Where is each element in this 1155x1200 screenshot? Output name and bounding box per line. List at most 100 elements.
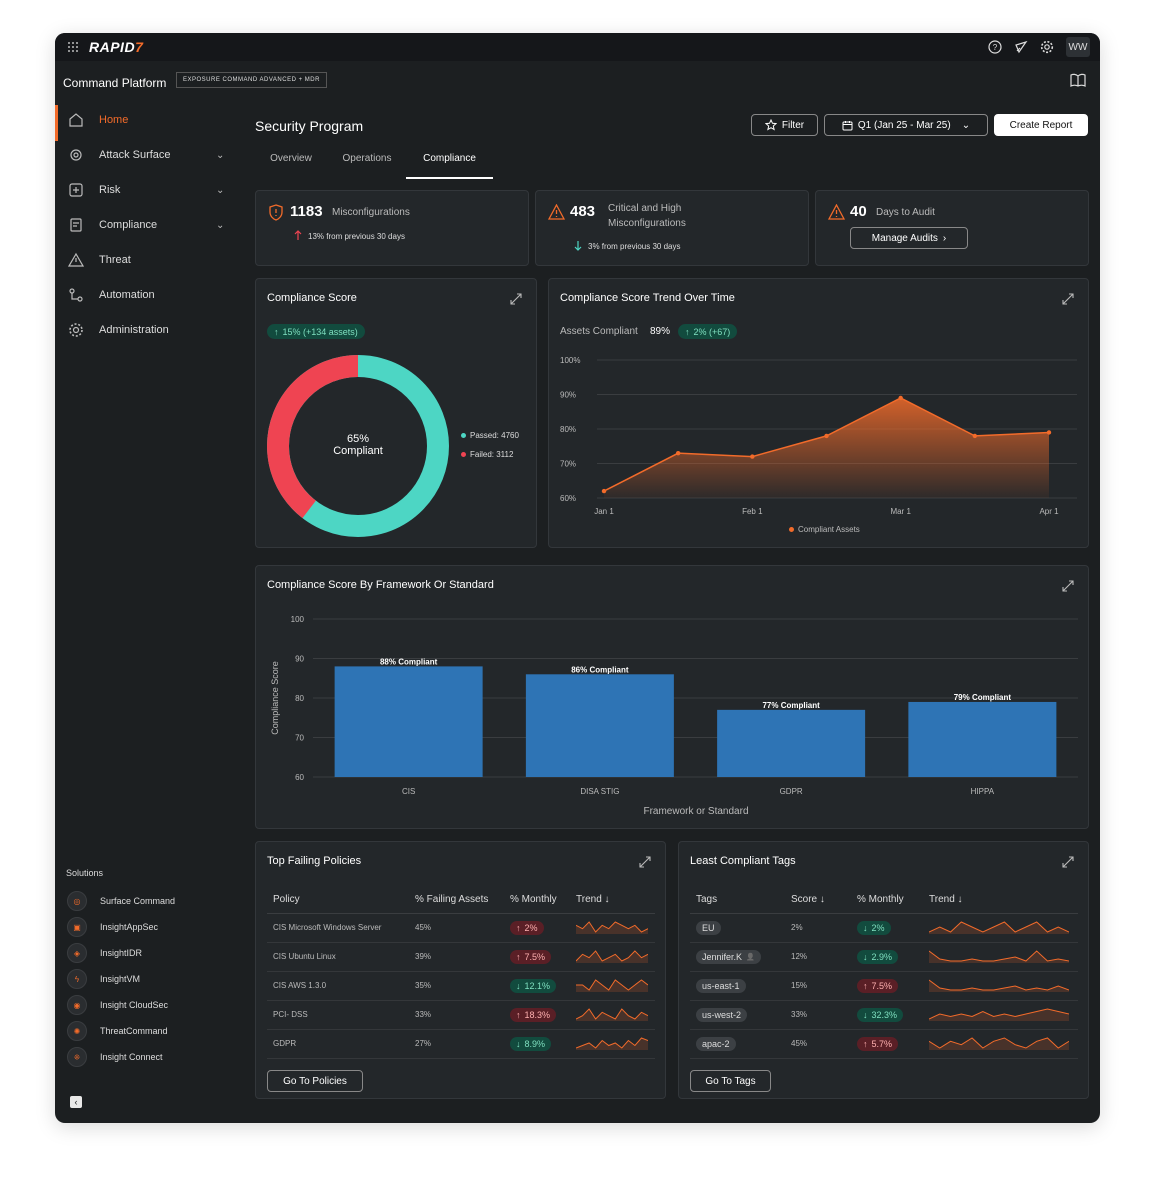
sidebar-item-attack-surface[interactable]: Attack Surface ⌄ [55, 140, 240, 170]
card-title: Least Compliant Tags [690, 855, 796, 867]
collapse-sidebar-button[interactable]: ‹ [70, 1096, 82, 1108]
chevron-down-icon[interactable]: ⌄ [216, 184, 225, 196]
tag-chip[interactable]: us-west-2 [696, 1007, 748, 1022]
trend-point[interactable] [750, 454, 755, 459]
chevron-down-icon[interactable]: ⌄ [216, 149, 225, 161]
arrow-down-icon: ↓ [516, 980, 521, 991]
sidebar-item-compliance[interactable]: Compliance ⌄ [55, 210, 240, 240]
tag-chip[interactable]: us-east-1 [696, 978, 746, 993]
table-row[interactable]: us-east-1 15% ↑ 7.5% [690, 971, 1078, 1001]
manage-audits-button[interactable]: Manage Audits › [850, 227, 968, 249]
sidebar-item-risk[interactable]: Risk ⌄ [55, 175, 240, 205]
column-header-score[interactable]: Score ↓ [785, 887, 851, 914]
expand-icon[interactable] [1062, 293, 1074, 305]
framework-chart-card: Compliance Score By Framework Or Standar… [255, 565, 1089, 829]
sidebar: Home Attack Surface ⌄ Risk ⌄ Compliance … [55, 103, 240, 1123]
go-to-policies-button[interactable]: Go To Policies [267, 1070, 363, 1092]
failing-assets: 39% [409, 942, 504, 972]
automation-icon [69, 288, 83, 302]
solution-insightappsec[interactable]: ▣ InsightAppSec [67, 917, 158, 937]
expand-icon[interactable] [1062, 856, 1074, 868]
tab-overview[interactable]: Overview [270, 153, 312, 164]
column-header[interactable]: % Failing Assets [409, 887, 504, 914]
user-avatar[interactable]: WW [1066, 37, 1090, 57]
column-header-trend[interactable]: Trend ↓ [570, 887, 655, 914]
rocket-icon[interactable] [1014, 40, 1028, 54]
app-grid-icon[interactable] [67, 41, 79, 53]
y-axis-label: Compliance Score [270, 661, 280, 735]
table-row[interactable]: CIS AWS 1.3.0 35% ↓ 12.1% [267, 971, 655, 1001]
rapid7-logo[interactable]: RAPID7 [89, 39, 144, 55]
solution-insightvm[interactable]: ϟ InsightVM [67, 969, 140, 989]
stat-label-line1: Critical and High [608, 203, 682, 214]
trend-cell [923, 913, 1078, 943]
star-icon [764, 119, 777, 131]
column-header[interactable]: Policy [267, 887, 409, 914]
trend-point[interactable] [824, 433, 829, 439]
settings-gear-icon[interactable] [1040, 40, 1054, 54]
filter-button[interactable]: Filter [751, 114, 818, 136]
solution-insight-connect[interactable]: ⁜ Insight Connect [67, 1047, 163, 1067]
stat-change: 3% from previous 30 days [588, 242, 681, 251]
create-report-button[interactable]: Create Report [994, 114, 1088, 136]
trend-sparkline [928, 1007, 1070, 1021]
x-tick-label: CIS [402, 787, 415, 796]
table-row[interactable]: PCI- DSS 33% ↑ 18.3% [267, 1000, 655, 1030]
expand-icon[interactable] [1062, 580, 1074, 592]
solutions-heading: Solutions [66, 868, 104, 878]
date-range-select[interactable]: Q1 (Jan 25 - Mar 25) ⌄ [824, 114, 988, 136]
table-row[interactable]: EU 2% ↓ 2% [690, 913, 1078, 943]
tag-chip[interactable]: apac-2 [696, 1036, 736, 1051]
y-tick-label: 100% [560, 356, 580, 365]
sidebar-item-home[interactable]: Home [55, 105, 240, 141]
bar[interactable] [525, 674, 674, 777]
tab-compliance[interactable]: Compliance [406, 153, 493, 179]
solution-insight-cloudsec[interactable]: ◉ Insight CloudSec [67, 995, 168, 1015]
x-axis-label: Framework or Standard [643, 806, 748, 817]
bar[interactable] [334, 666, 483, 777]
trend-point[interactable] [601, 488, 607, 494]
chevron-right-icon: › [942, 232, 947, 244]
policies-table: Policy % Failing Assets % Monthly Trend … [267, 887, 655, 1059]
column-header[interactable]: % Monthly [851, 887, 923, 914]
monthly-change-pill: ↓ 2% [857, 920, 891, 935]
chevron-down-icon[interactable]: ⌄ [216, 219, 225, 231]
trend-chart-card: Compliance Score Trend Over Time Assets … [548, 278, 1089, 548]
stat-change: 13% from previous 30 days [308, 232, 405, 241]
book-icon[interactable] [1070, 73, 1086, 92]
table-row[interactable]: CIS Ubuntu Linux 39% ↑ 7.5% [267, 942, 655, 972]
tag-chip[interactable]: EU [696, 920, 721, 935]
column-header[interactable]: Tags [690, 887, 785, 914]
trend-change-pill: ↑ 2% (+67) [678, 324, 738, 339]
table-row[interactable]: Jennifer.K 👤 12% ↓ 2.9% [690, 942, 1078, 972]
trend-point[interactable] [675, 450, 681, 456]
bar[interactable] [908, 701, 1057, 777]
tab-operations[interactable]: Operations [342, 153, 392, 164]
expand-icon[interactable] [639, 856, 651, 868]
sidebar-item-threat[interactable]: Threat [55, 245, 240, 275]
table-row[interactable]: CIS Microsoft Windows Server 45% ↑ 2% [267, 913, 655, 943]
sidebar-item-automation[interactable]: Automation [55, 280, 240, 310]
bar[interactable] [717, 709, 866, 777]
expand-icon[interactable] [510, 293, 522, 305]
donut-failed-slice[interactable] [267, 355, 449, 537]
table-row[interactable]: us-west-2 33% ↓ 32.3% [690, 1000, 1078, 1030]
trend-cell [570, 1029, 655, 1059]
help-icon[interactable]: ? [988, 40, 1002, 54]
column-header[interactable]: % Monthly [504, 887, 570, 914]
column-header-trend[interactable]: Trend ↓ [923, 887, 1078, 914]
sidebar-item-administration[interactable]: Administration [55, 315, 240, 345]
trend-point[interactable] [1046, 430, 1052, 435]
table-row[interactable]: GDPR 27% ↓ 8.9% [267, 1029, 655, 1059]
table-row[interactable]: apac-2 45% ↑ 5.7% [690, 1029, 1078, 1059]
go-to-tags-button[interactable]: Go To Tags [690, 1070, 771, 1092]
solution-insightidr[interactable]: ◈ InsightIDR [67, 943, 142, 963]
x-tick-label: GDPR [780, 787, 803, 796]
solution-surface-command[interactable]: ◎ Surface Command [67, 891, 175, 911]
arrow-down-icon [574, 241, 582, 251]
policy-name: GDPR [267, 1029, 409, 1059]
trend-point[interactable] [972, 433, 978, 439]
trend-point[interactable] [898, 395, 903, 401]
tag-chip[interactable]: Jennifer.K 👤 [696, 949, 761, 964]
solution-threatcommand[interactable]: ✺ ThreatCommand [67, 1021, 168, 1041]
